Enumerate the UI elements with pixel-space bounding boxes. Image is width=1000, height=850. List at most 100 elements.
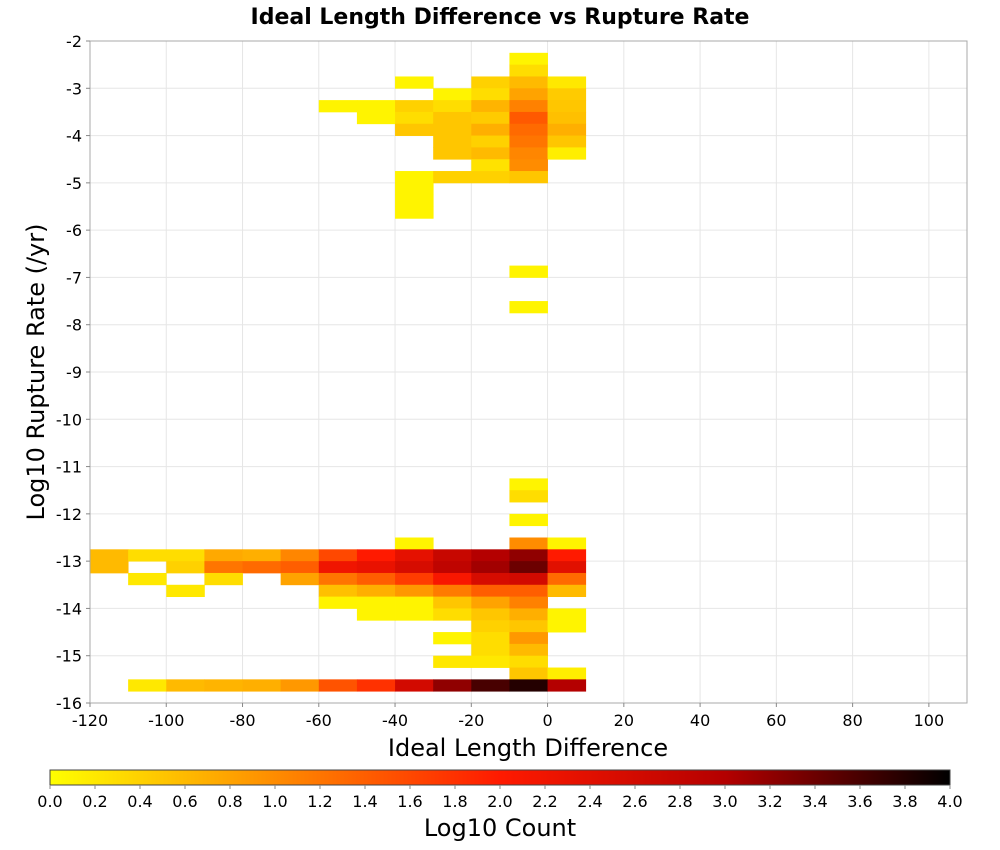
heatmap-cell bbox=[547, 572, 587, 586]
colorbar-tick-label: 1.2 bbox=[307, 792, 332, 811]
colorbar-tick-label: 0.2 bbox=[82, 792, 107, 811]
heatmap-cell bbox=[509, 572, 548, 586]
heatmap-cell bbox=[395, 549, 434, 562]
heatmap-cell bbox=[471, 147, 510, 160]
y-tick-label: -11 bbox=[56, 458, 82, 477]
heatmap-cell bbox=[547, 537, 587, 550]
x-tick-label: 40 bbox=[690, 711, 710, 730]
colorbar bbox=[49, 769, 951, 786]
heatmap-cell bbox=[471, 584, 510, 598]
heatmap-cell bbox=[356, 561, 396, 574]
colorbar-tick-label: 0.6 bbox=[172, 792, 197, 811]
heatmap-cell bbox=[433, 549, 472, 562]
heatmap-cell bbox=[318, 584, 358, 598]
heatmap-cell bbox=[433, 100, 472, 113]
heatmap-cell bbox=[471, 572, 510, 586]
x-tick-label: 100 bbox=[914, 711, 945, 730]
colorbar-tick-label: 3.0 bbox=[712, 792, 737, 811]
heatmap-cell bbox=[509, 135, 548, 148]
heatmap-cells bbox=[90, 52, 587, 692]
colorbar-tick-label: 3.6 bbox=[847, 792, 872, 811]
heatmap-cell bbox=[547, 123, 587, 136]
heatmap-cell bbox=[547, 620, 587, 633]
y-axis-label: Log10 Rupture Rate (/yr) bbox=[22, 224, 50, 521]
y-tick-label: -2 bbox=[66, 32, 82, 51]
heatmap-cell bbox=[242, 549, 282, 562]
colorbar-tick-label: 0.0 bbox=[37, 792, 62, 811]
heatmap-cell bbox=[547, 561, 587, 574]
heatmap-cell bbox=[547, 135, 587, 148]
heatmap-cell bbox=[471, 655, 510, 668]
heatmap-cell bbox=[471, 123, 510, 136]
heatmap-cell bbox=[395, 596, 434, 609]
heatmap-cell bbox=[395, 206, 434, 219]
heatmap-cell bbox=[433, 632, 472, 645]
heatmap-cell bbox=[547, 111, 587, 125]
heatmap-cell bbox=[395, 194, 434, 207]
heatmap-cell bbox=[509, 643, 548, 657]
heatmap-cell bbox=[509, 478, 548, 491]
heatmap-cell bbox=[547, 608, 587, 621]
colorbar-tick-label: 0.8 bbox=[217, 792, 242, 811]
heatmap-cell bbox=[471, 88, 510, 101]
heatmap-cell bbox=[509, 655, 548, 668]
heatmap-cell bbox=[509, 88, 548, 101]
heatmap-cell bbox=[471, 171, 510, 184]
heatmap-cell bbox=[395, 679, 434, 692]
x-tick-label: -20 bbox=[458, 711, 484, 730]
y-tick-label: -3 bbox=[66, 79, 82, 98]
heatmap-cell bbox=[395, 561, 434, 574]
heatmap-cell bbox=[547, 584, 587, 598]
heatmap-cell bbox=[509, 52, 548, 66]
heatmap-cell bbox=[433, 171, 472, 184]
colorbar-tick-label: 0.4 bbox=[127, 792, 152, 811]
y-tick-label: -5 bbox=[66, 174, 82, 193]
heatmap-cell bbox=[356, 679, 396, 692]
heatmap-cell bbox=[471, 620, 510, 633]
heatmap-cell bbox=[395, 608, 434, 621]
y-tick-label: -15 bbox=[56, 647, 82, 666]
y-tick-label: -9 bbox=[66, 363, 82, 382]
heatmap-cell bbox=[509, 111, 548, 125]
heatmap-cell bbox=[433, 88, 472, 101]
heatmap-cell bbox=[318, 596, 358, 609]
heatmap-cell bbox=[242, 561, 282, 574]
heatmap-cell bbox=[471, 643, 510, 657]
y-tick-label: -4 bbox=[66, 127, 82, 146]
heatmap-cell bbox=[509, 64, 548, 77]
heatmap-cell bbox=[204, 679, 243, 692]
heatmap-cell bbox=[547, 667, 587, 680]
colorbar-label: Log10 Count bbox=[424, 814, 576, 842]
heatmap-cell bbox=[356, 100, 396, 113]
heatmap-cell bbox=[395, 76, 434, 89]
heatmap-cell bbox=[433, 655, 472, 668]
heatmap-cell bbox=[509, 667, 548, 680]
colorbar-ticks: 0.0 0.2 0.4 0.6 0.8 1.0 1.2 1.4 1.6 1.8 2.0 2.2 2.4 2… bbox=[37, 785, 963, 811]
y-tick-label: -6 bbox=[66, 221, 82, 240]
heatmap-cell bbox=[395, 537, 434, 550]
heatmap-cell bbox=[433, 608, 472, 621]
heatmap-cell bbox=[242, 679, 282, 692]
y-tick-label: -16 bbox=[56, 694, 82, 713]
colorbar-tick-label: 2.2 bbox=[532, 792, 557, 811]
colorbar-tick-label: 3.4 bbox=[802, 792, 827, 811]
heatmap-cell bbox=[395, 123, 434, 136]
heatmap-cell bbox=[471, 159, 510, 172]
heatmap-cell bbox=[318, 679, 358, 692]
heatmap-cell bbox=[356, 608, 396, 621]
x-axis-ticks: -120 -100 -80 -60 -40 -20 0 20 40 60 80 100 bbox=[72, 703, 944, 730]
x-tick-label: -100 bbox=[148, 711, 184, 730]
heatmap-cell bbox=[318, 549, 358, 562]
heatmap-cell bbox=[433, 584, 472, 598]
colorbar-tick-label: 1.8 bbox=[442, 792, 467, 811]
heatmap-cell bbox=[433, 679, 472, 692]
heatmap-cell bbox=[509, 679, 548, 692]
heatmap-cell bbox=[471, 596, 510, 609]
heatmap-cell bbox=[509, 549, 548, 562]
heatmap-cell bbox=[509, 147, 548, 160]
heatmap-cell bbox=[509, 265, 548, 278]
heatmap-cell bbox=[166, 549, 205, 562]
x-tick-label: 0 bbox=[542, 711, 552, 730]
heatmap-cell bbox=[509, 537, 548, 550]
